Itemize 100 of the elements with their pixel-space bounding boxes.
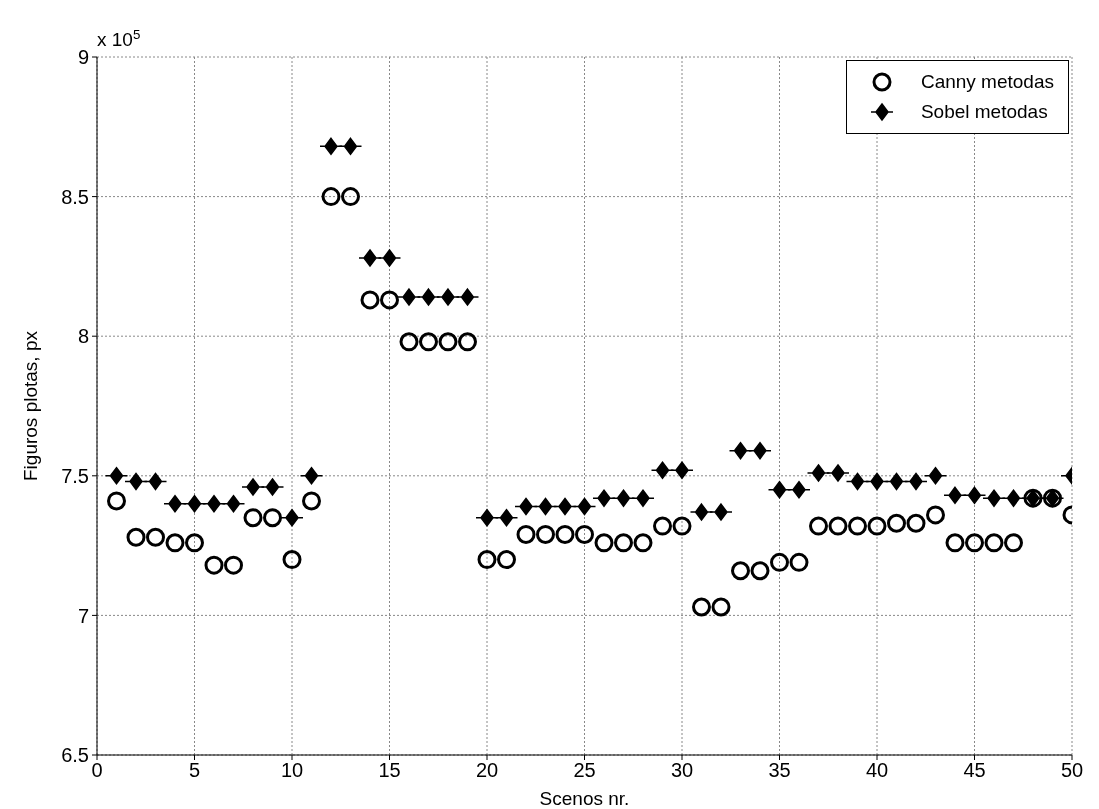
point — [497, 550, 516, 570]
point — [282, 550, 302, 570]
point — [555, 524, 575, 544]
point — [438, 332, 458, 352]
point — [809, 516, 828, 536]
point — [477, 550, 497, 570]
point — [419, 332, 438, 352]
point — [380, 290, 399, 310]
point — [731, 561, 750, 581]
point — [750, 561, 770, 581]
point — [787, 481, 811, 499]
point — [458, 332, 477, 352]
point — [592, 489, 616, 507]
point — [280, 508, 304, 527]
point — [165, 533, 185, 553]
point — [516, 524, 536, 544]
point — [553, 497, 577, 516]
point — [887, 513, 906, 533]
x-tick-label: 15 — [378, 759, 401, 782]
x-tick-label: 20 — [475, 759, 499, 782]
point — [575, 524, 594, 544]
point — [536, 524, 555, 544]
point — [828, 516, 848, 536]
point — [984, 533, 1004, 553]
point — [631, 489, 655, 507]
x-tick-label: 0 — [91, 759, 103, 782]
point — [146, 527, 165, 547]
point — [514, 497, 538, 516]
y-tick-label: 6.5 — [61, 744, 89, 767]
point — [126, 527, 146, 547]
point — [143, 472, 168, 491]
x-tick-label: 40 — [865, 759, 889, 782]
point — [397, 288, 421, 306]
point — [943, 486, 967, 505]
point — [633, 533, 653, 553]
point — [475, 508, 499, 527]
x-tick-label: 50 — [1060, 759, 1084, 782]
point — [358, 249, 382, 267]
point — [906, 513, 926, 533]
point — [965, 533, 984, 553]
point — [770, 552, 789, 572]
x-tick-label: 35 — [768, 759, 791, 782]
point — [399, 332, 419, 352]
y-tick-label: 7 — [77, 604, 89, 627]
point — [572, 497, 597, 516]
point — [945, 533, 965, 553]
point — [494, 508, 519, 527]
point — [299, 467, 324, 485]
point — [338, 137, 363, 156]
point — [982, 489, 1006, 507]
legend-label: Sobel metodas — [920, 101, 1048, 123]
point — [202, 494, 226, 513]
point — [260, 478, 285, 496]
point — [614, 533, 633, 553]
point — [594, 533, 614, 553]
x-tick-label: 45 — [963, 759, 986, 782]
x-tick-label: 30 — [670, 759, 694, 782]
point — [204, 555, 224, 575]
y-tick-label: 8 — [77, 325, 89, 348]
point — [692, 597, 711, 617]
point — [241, 478, 265, 496]
point — [865, 472, 889, 491]
x-axis-title: Scenos nr. — [539, 788, 630, 809]
point — [670, 461, 694, 479]
point — [748, 441, 772, 460]
point — [185, 533, 204, 553]
point — [104, 467, 129, 485]
point — [360, 290, 380, 310]
point — [848, 516, 867, 536]
point — [302, 491, 321, 511]
point — [221, 494, 246, 513]
point — [1004, 533, 1023, 553]
point — [124, 472, 148, 491]
point — [789, 552, 809, 572]
x-tick-label: 5 — [188, 759, 201, 782]
y-tick-label: 8.5 — [61, 185, 89, 208]
point — [319, 137, 343, 156]
point — [224, 555, 243, 575]
point — [107, 491, 126, 511]
point — [826, 464, 850, 482]
point — [923, 467, 948, 485]
text: x 10$^{5}$ — [97, 26, 141, 50]
point — [341, 187, 360, 207]
point — [455, 288, 480, 306]
point — [263, 508, 282, 528]
point — [709, 503, 733, 521]
y-tick-label: 7.5 — [61, 464, 89, 487]
point — [653, 516, 672, 536]
point — [904, 472, 928, 491]
point — [867, 516, 887, 536]
point — [711, 597, 731, 617]
x-tick-label: 10 — [280, 759, 304, 782]
point — [436, 288, 460, 306]
y-tick-label: 9 — [77, 46, 89, 69]
point — [926, 505, 945, 525]
point — [672, 516, 692, 536]
point — [962, 486, 987, 505]
y-axis-title: Figuros plotas, px — [19, 330, 41, 481]
point — [163, 494, 187, 513]
x-tick-label: 25 — [573, 759, 596, 782]
